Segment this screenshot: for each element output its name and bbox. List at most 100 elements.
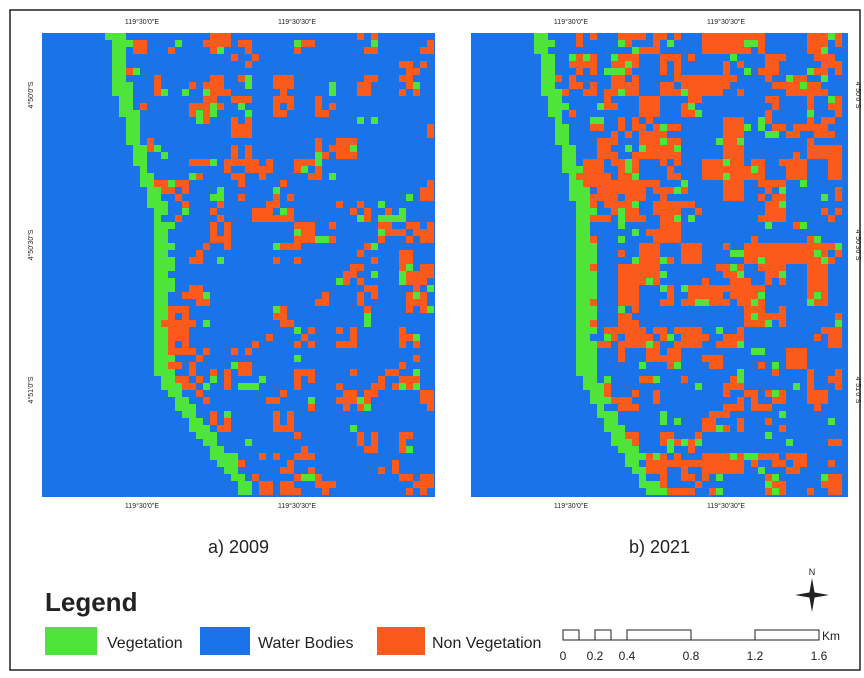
land-cell — [611, 432, 625, 439]
land-cell — [259, 481, 273, 488]
land-cell — [660, 89, 681, 96]
land-cell — [541, 82, 555, 89]
coord-label: 119°30'30"E — [278, 18, 316, 26]
land-cell — [583, 159, 604, 166]
land-cell — [821, 194, 828, 201]
land-cell — [723, 145, 744, 152]
land-cell — [315, 152, 322, 159]
land-cell — [758, 194, 765, 201]
land-cell — [287, 418, 294, 425]
land-cell — [618, 355, 625, 362]
land-cell — [639, 250, 660, 257]
land-cell — [674, 68, 681, 75]
land-cell — [709, 411, 730, 418]
land-cell — [154, 362, 168, 369]
land-cell — [266, 201, 280, 208]
land-cell — [301, 334, 308, 341]
land-cell — [618, 320, 639, 327]
land-cell — [646, 488, 667, 495]
land-cell — [280, 390, 287, 397]
land-cell — [399, 432, 413, 439]
land-cell — [681, 467, 688, 474]
land-cell — [807, 292, 814, 299]
land-cell — [245, 61, 252, 68]
land-cell — [702, 474, 709, 481]
land-cell — [737, 61, 744, 68]
land-cell — [238, 362, 252, 369]
land-cell — [660, 474, 667, 481]
land-cell — [182, 201, 189, 208]
land-cell — [364, 75, 378, 82]
coord-label: 4°51'0"S — [27, 376, 35, 403]
land-cell — [231, 348, 238, 355]
land-cell — [590, 124, 604, 131]
land-cell — [294, 159, 315, 166]
land-cell — [807, 369, 814, 376]
land-cell — [681, 89, 688, 96]
land-cell — [203, 40, 231, 47]
land-cell — [688, 439, 695, 446]
land-cell — [294, 369, 315, 376]
land-cell — [154, 222, 175, 229]
coord-label: 119°30'0"E — [125, 502, 159, 510]
land-cell — [189, 257, 203, 264]
land-cell — [301, 446, 308, 453]
land-cell — [765, 418, 772, 425]
land-cell — [245, 110, 252, 117]
land-cell — [196, 110, 203, 117]
land-cell — [534, 40, 555, 47]
land-cell — [175, 215, 182, 222]
land-cell — [576, 362, 597, 369]
land-cell — [667, 138, 681, 145]
land-cell — [406, 488, 413, 495]
land-cell — [786, 166, 807, 173]
land-cell — [399, 327, 406, 334]
land-cell — [555, 131, 569, 138]
land-cell — [273, 257, 280, 264]
land-cell — [807, 138, 814, 145]
land-cell — [294, 383, 301, 390]
land-cell — [653, 327, 667, 334]
land-cell — [744, 390, 758, 397]
land-cell — [294, 341, 301, 348]
land-cell — [196, 432, 217, 439]
land-cell — [576, 250, 597, 257]
land-cell — [576, 292, 597, 299]
land-cell — [534, 33, 548, 40]
land-cell — [210, 89, 231, 96]
land-cell — [702, 166, 751, 173]
land-cell — [828, 173, 842, 180]
land-cell — [730, 54, 737, 61]
land-cell — [744, 243, 835, 250]
land-cell — [835, 313, 842, 320]
land-cell — [371, 383, 385, 390]
land-cell — [294, 327, 301, 334]
land-cell — [814, 54, 835, 61]
land-cell — [420, 194, 434, 201]
land-cell — [765, 488, 772, 495]
land-cell — [252, 474, 259, 481]
land-cell — [716, 138, 723, 145]
land-cell — [828, 488, 842, 495]
land-cell — [793, 383, 800, 390]
land-cell — [723, 404, 744, 411]
land-cell — [576, 369, 597, 376]
land-cell — [702, 40, 744, 47]
land-cell — [681, 285, 688, 292]
land-cell — [336, 138, 357, 145]
land-cell — [112, 61, 126, 68]
land-cell — [231, 54, 238, 61]
land-cell — [413, 369, 420, 376]
land-cell — [660, 418, 667, 425]
land-cell — [660, 432, 674, 439]
land-cell — [161, 320, 196, 327]
land-cell — [210, 453, 238, 460]
land-cell — [273, 313, 287, 320]
land-cell — [168, 180, 175, 187]
land-cell — [238, 460, 245, 467]
land-cell — [273, 306, 280, 313]
land-cell — [835, 320, 842, 327]
land-cell — [259, 488, 273, 495]
land-cell — [189, 425, 210, 432]
land-cell — [618, 54, 639, 61]
